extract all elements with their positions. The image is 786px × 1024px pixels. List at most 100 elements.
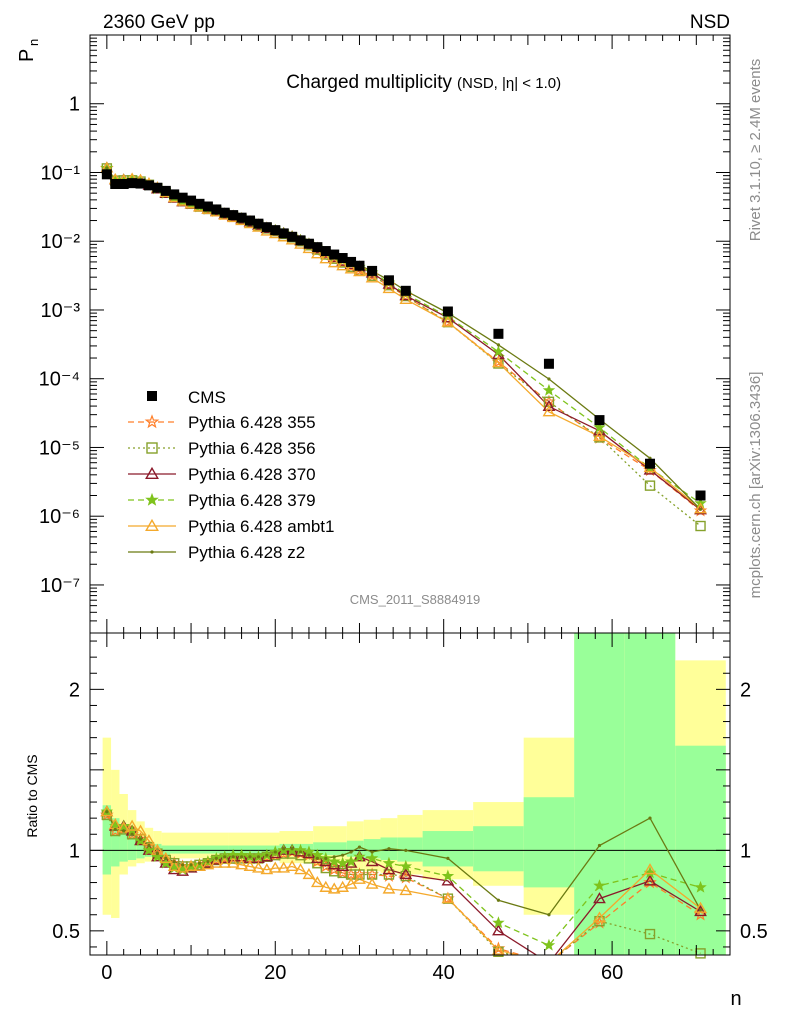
point-pythia-6-428-ambt1 xyxy=(399,292,413,304)
y-axis-label-ratio: Ratio to CMS xyxy=(24,754,40,837)
ratio-point-pythia-6-428-356 xyxy=(354,869,365,880)
ratio-point-pythia-6-428-ambt1 xyxy=(159,851,173,863)
ratio-point-pythia-6-428-ambt1 xyxy=(441,892,455,904)
ratio-point-pythia-6-428-z2 xyxy=(370,850,374,854)
x-tick-label: 0 xyxy=(101,962,112,984)
ratio-point-pythia-6-428-ambt1 xyxy=(336,880,350,892)
data-point-cms xyxy=(135,178,146,189)
data-point-cms xyxy=(312,242,323,253)
band-stat xyxy=(111,818,120,867)
ratio-point-pythia-6-428-ambt1 xyxy=(235,858,248,870)
band-stat xyxy=(170,845,229,854)
legend-label: Pythia 6.428 z2 xyxy=(188,543,305,562)
data-point-cms xyxy=(337,253,348,264)
y-axis-label-main: P xyxy=(16,49,38,62)
ratio-point-pythia-6-428-z2 xyxy=(446,856,450,861)
point-pythia-6-428-ambt1 xyxy=(310,247,324,259)
data-point-cms xyxy=(320,246,331,257)
data-point-cms xyxy=(118,179,129,190)
ratio-point-pythia-6-428-370 xyxy=(593,892,606,904)
ratio-point-pythia-6-428-z2 xyxy=(113,827,117,832)
data-point-cms xyxy=(253,218,264,229)
uncertainty-bands xyxy=(102,633,726,955)
y-tick-label-ratio: 1 xyxy=(69,840,80,862)
data-point-cms xyxy=(211,204,222,215)
ratio-point-pythia-6-428-ambt1 xyxy=(252,861,265,873)
ratio-point-pythia-6-428-ambt1 xyxy=(399,884,413,896)
point-pythia-6-428-ambt1 xyxy=(336,259,350,271)
ratio-point-pythia-6-428-z2 xyxy=(164,856,168,861)
data-point-cms xyxy=(645,458,655,469)
ratio-point-pythia-6-428-ambt1 xyxy=(694,901,707,913)
ratio-point-pythia-6-428-z2 xyxy=(648,816,652,820)
data-point-cms xyxy=(127,178,138,189)
ratio-point-pythia-6-428-ambt1 xyxy=(353,872,366,884)
ratio-point-pythia-6-428-379 xyxy=(117,819,130,832)
point-pythia-6-428-ambt1 xyxy=(441,315,455,327)
side-label-bottom: mcplots.cern.ch [arXiv:1306.3436] xyxy=(747,372,764,599)
data-point-cms xyxy=(261,222,272,233)
ratio-point-pythia-6-428-z2 xyxy=(349,850,353,854)
data-point-cms xyxy=(270,225,281,236)
data-point-cms xyxy=(543,358,554,369)
ratio-point-pythia-6-428-370 xyxy=(643,874,657,886)
ratio-point-pythia-6-428-ambt1 xyxy=(125,819,139,831)
point-pythia-6-428-ambt1 xyxy=(344,262,358,274)
ratio-point-pythia-6-428-ambt1 xyxy=(268,861,282,873)
ratio-point-pythia-6-428-ambt1 xyxy=(294,863,307,875)
series-line-pythia-6-428-355 xyxy=(106,168,701,512)
ratio-point-pythia-6-428-ambt1 xyxy=(593,911,606,923)
ratio-point-pythia-6-428-379 xyxy=(542,938,556,951)
y-tick-label-main: 10⁻³ xyxy=(41,300,81,322)
ratio-point-pythia-6-428-z2 xyxy=(307,853,311,857)
data-point-cms xyxy=(303,238,314,249)
point-pythia-6-428-370 xyxy=(542,399,556,411)
ratio-point-pythia-6-428-z2 xyxy=(223,855,227,859)
x-axis-label: n xyxy=(730,988,741,1010)
ratio-point-pythia-6-428-z2 xyxy=(122,829,126,833)
ratio-point-pythia-6-428-379 xyxy=(327,855,341,867)
data-point-cms xyxy=(186,195,197,206)
data-point-cms xyxy=(177,192,188,203)
analysis-label: CMS_2011_S8884919 xyxy=(350,592,481,607)
ratio-point-pythia-6-428-379 xyxy=(593,879,606,892)
ratio-point-pythia-6-428-ambt1 xyxy=(243,859,257,872)
data-point-cms xyxy=(278,228,289,239)
ratio-point-pythia-6-428-379 xyxy=(344,855,358,867)
ratio-point-pythia-6-428-z2 xyxy=(357,845,362,849)
data-point-cms xyxy=(236,212,247,223)
ratio-point-pythia-6-428-379 xyxy=(441,869,455,882)
point-pythia-6-428-ambt1 xyxy=(353,265,366,277)
ratio-point-pythia-6-428-ambt1 xyxy=(277,861,291,873)
ratio-point-pythia-6-428-ambt1 xyxy=(176,861,190,873)
data-point-cms xyxy=(152,182,163,193)
point-pythia-6-428-356 xyxy=(594,432,605,443)
data-point-cms xyxy=(295,235,306,246)
point-pythia-6-428-ambt1 xyxy=(694,502,707,514)
ratio-point-pythia-6-428-z2 xyxy=(130,832,134,836)
y-tick-label-main: 10⁻⁵ xyxy=(39,437,80,459)
ratio-point-pythia-6-428-z2 xyxy=(231,855,235,859)
ratio-point-pythia-6-428-ambt1 xyxy=(365,877,379,889)
y-tick-label-main: 10⁻¹ xyxy=(41,162,81,184)
band-stat xyxy=(473,826,524,872)
ratio-point-pythia-6-428-z2 xyxy=(105,810,109,814)
ratio-point-pythia-6-428-z2 xyxy=(147,843,151,848)
ratio-point-pythia-6-428-z2 xyxy=(265,853,269,857)
ratio-point-pythia-6-428-356 xyxy=(383,869,395,880)
data-point-cms xyxy=(695,490,706,501)
ratio-point-pythia-6-428-ambt1 xyxy=(226,856,240,868)
ratio-point-pythia-6-428-z2 xyxy=(341,853,345,857)
ratio-point-pythia-6-428-356 xyxy=(644,928,656,940)
point-pythia-6-428-ambt1 xyxy=(542,405,556,417)
ratio-point-pythia-6-428-z2 xyxy=(298,850,303,854)
ratio-point-pythia-6-428-ambt1 xyxy=(201,858,215,870)
x-tick-label: 40 xyxy=(433,962,455,984)
band-stat xyxy=(228,845,280,854)
ratio-point-pythia-6-428-z2 xyxy=(155,851,159,856)
point-pythia-6-428-ambt1 xyxy=(593,429,606,441)
series-line-pythia-6-428-z2 xyxy=(106,167,701,510)
data-point-cms xyxy=(169,189,180,200)
ratio-point-pythia-6-428-ambt1 xyxy=(167,859,181,872)
data-point-cms xyxy=(202,201,213,212)
